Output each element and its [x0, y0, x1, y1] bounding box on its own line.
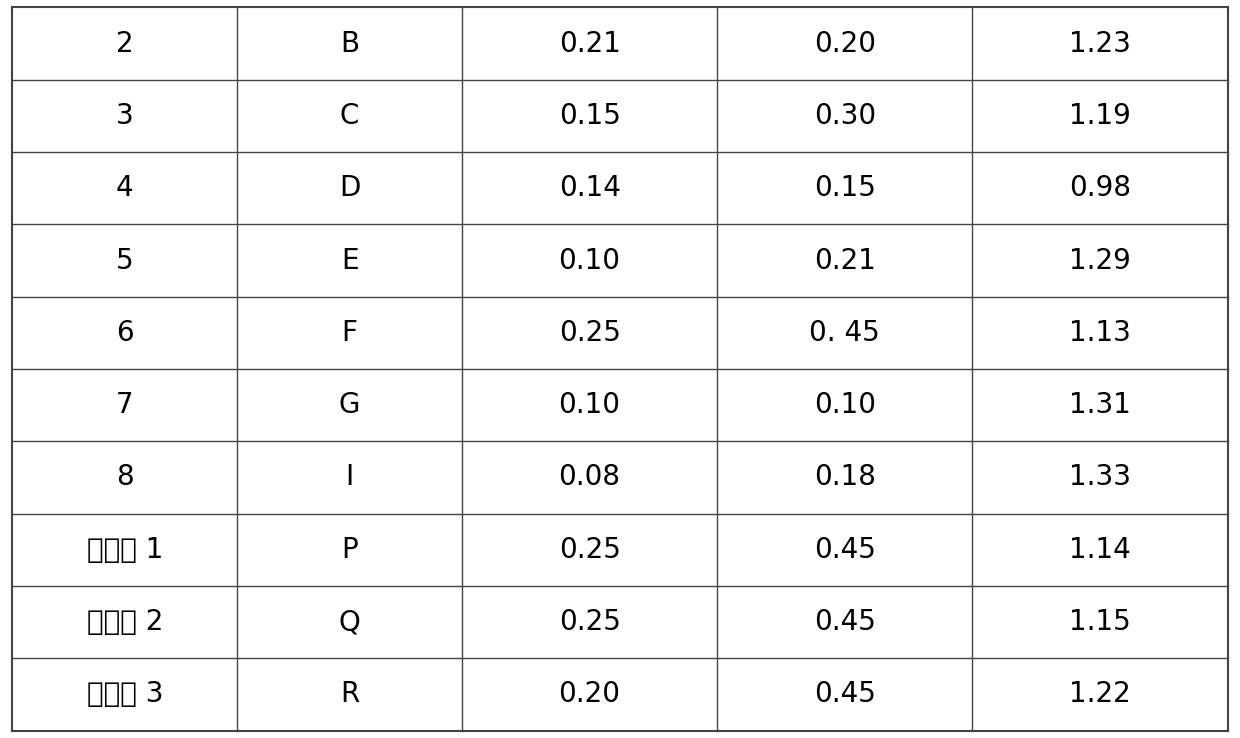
Text: 0.15: 0.15 [813, 174, 875, 202]
Text: 8: 8 [117, 463, 134, 492]
Text: 0.30: 0.30 [813, 102, 875, 130]
Text: 1.15: 1.15 [1069, 608, 1131, 636]
Text: 0.45: 0.45 [813, 536, 875, 564]
Text: Q: Q [339, 608, 361, 636]
Text: 2: 2 [117, 30, 134, 58]
Text: 0.20: 0.20 [558, 680, 621, 708]
Text: F: F [341, 319, 357, 347]
Text: 0.20: 0.20 [813, 30, 875, 58]
Text: 7: 7 [117, 391, 134, 419]
Text: 0.98: 0.98 [1069, 174, 1131, 202]
Text: 对比例 1: 对比例 1 [87, 536, 162, 564]
Text: 0.25: 0.25 [559, 319, 620, 347]
Text: R: R [340, 680, 360, 708]
Text: C: C [340, 102, 360, 130]
Text: 6: 6 [117, 319, 134, 347]
Text: 1.29: 1.29 [1069, 246, 1131, 275]
Text: 0.25: 0.25 [559, 608, 620, 636]
Text: B: B [340, 30, 360, 58]
Text: 0.14: 0.14 [559, 174, 620, 202]
Text: 0.45: 0.45 [813, 680, 875, 708]
Text: 1.13: 1.13 [1069, 319, 1131, 347]
Text: 0.25: 0.25 [559, 536, 620, 564]
Text: 1.33: 1.33 [1069, 463, 1131, 492]
Text: 0.15: 0.15 [559, 102, 620, 130]
Text: G: G [339, 391, 361, 419]
Text: 0.10: 0.10 [558, 246, 621, 275]
Text: 0.18: 0.18 [813, 463, 875, 492]
Text: 0.08: 0.08 [558, 463, 621, 492]
Text: 1.19: 1.19 [1069, 102, 1131, 130]
Text: 0. 45: 0. 45 [810, 319, 880, 347]
Text: 0.10: 0.10 [558, 391, 621, 419]
Text: P: P [341, 536, 358, 564]
Text: 0.10: 0.10 [813, 391, 875, 419]
Text: 0.21: 0.21 [559, 30, 620, 58]
Text: I: I [346, 463, 353, 492]
Text: 1.14: 1.14 [1069, 536, 1131, 564]
Text: 1.22: 1.22 [1069, 680, 1131, 708]
Text: 0.21: 0.21 [813, 246, 875, 275]
Text: 对比例 2: 对比例 2 [87, 608, 162, 636]
Text: 3: 3 [115, 102, 134, 130]
Text: 5: 5 [117, 246, 134, 275]
Text: 1.31: 1.31 [1069, 391, 1131, 419]
Text: 4: 4 [117, 174, 134, 202]
Text: 0.45: 0.45 [813, 608, 875, 636]
Text: E: E [341, 246, 358, 275]
Text: D: D [339, 174, 361, 202]
Text: 1.23: 1.23 [1069, 30, 1131, 58]
Text: 对比例 3: 对比例 3 [87, 680, 162, 708]
